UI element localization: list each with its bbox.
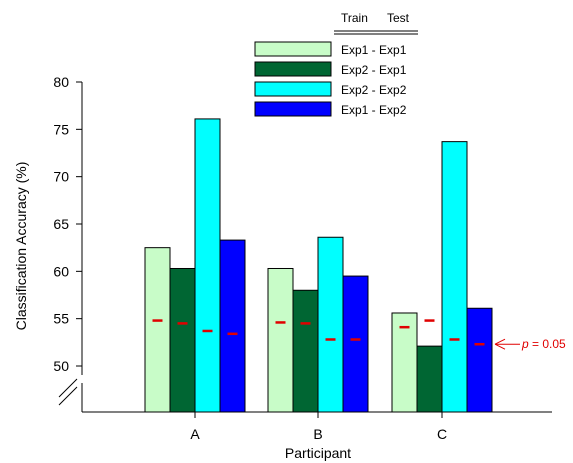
bar xyxy=(144,247,171,413)
annotation-label: p = 0.05 xyxy=(521,337,566,351)
legend-swatch xyxy=(254,61,332,77)
annotation-p: p xyxy=(521,337,529,351)
bar xyxy=(441,141,468,413)
y-tick-label: 65 xyxy=(53,216,69,232)
bar xyxy=(292,289,319,413)
legend-header-train: Train xyxy=(341,11,368,25)
p-value-annotation: p = 0.05 xyxy=(494,337,566,351)
legend-label: Exp2 - Exp2 xyxy=(341,83,407,97)
bar xyxy=(391,312,418,413)
legend-header-test: Test xyxy=(387,11,410,25)
legend-swatch xyxy=(254,101,332,117)
axis-break-mark xyxy=(58,378,78,398)
legend-swatch xyxy=(254,81,332,97)
annotation-arrow-head xyxy=(494,338,506,350)
legend-label: Exp2 - Exp1 xyxy=(341,63,407,77)
y-tick-label: 75 xyxy=(53,121,69,137)
legend-label: Exp1 - Exp2 xyxy=(341,103,407,117)
bar xyxy=(416,345,443,413)
bar xyxy=(219,239,246,413)
bar xyxy=(169,267,196,413)
y-tick-label: 55 xyxy=(53,311,69,327)
y-tick-label: 80 xyxy=(53,74,69,90)
y-tick-label: 60 xyxy=(53,263,69,279)
y-tick-label: 50 xyxy=(53,358,69,374)
y-axis-title: Classification Accuracy (%) xyxy=(13,162,29,331)
x-axis-title: Participant xyxy=(285,445,351,461)
bar xyxy=(466,307,493,413)
bars xyxy=(144,118,493,413)
bar xyxy=(317,236,344,413)
axis-break-mark xyxy=(58,386,78,406)
chance-markers xyxy=(152,319,485,346)
x-tick-label: B xyxy=(313,426,322,442)
x-tick-label: A xyxy=(190,426,200,442)
legend-label: Exp1 - Exp1 xyxy=(341,43,407,57)
legend: Train Test Exp1 - Exp1 Exp2 - Exp1 Exp2 - … xyxy=(254,11,418,117)
legend-swatch xyxy=(254,41,332,57)
y-tick-label: 70 xyxy=(53,169,69,185)
annotation-value: = 0.05 xyxy=(529,337,566,351)
bar xyxy=(194,118,221,413)
bar xyxy=(267,267,294,413)
bar xyxy=(342,275,369,413)
x-tick-label: C xyxy=(437,426,447,442)
